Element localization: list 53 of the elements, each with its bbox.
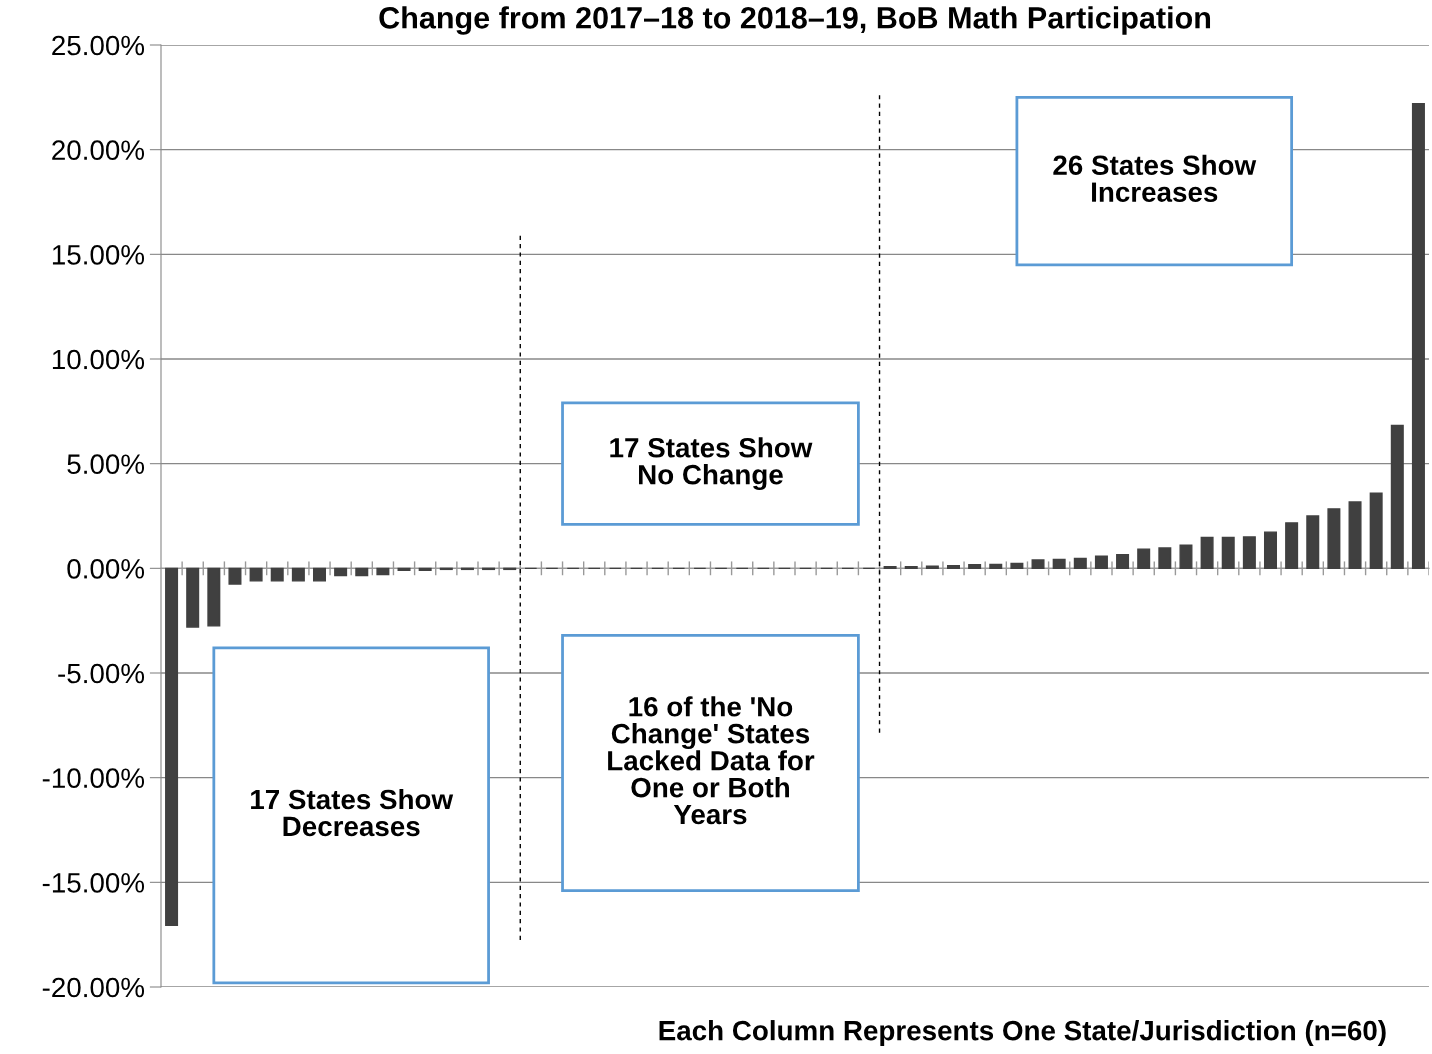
bar — [186, 567, 200, 628]
bar — [1221, 536, 1235, 570]
bar — [989, 563, 1003, 570]
bar — [1411, 102, 1425, 570]
chart-title: Change from 2017–18 to 2018–19, BoB Math Participation — [379, 6, 1211, 35]
bar — [1285, 522, 1299, 570]
bar — [207, 567, 221, 627]
bar — [1052, 558, 1066, 570]
annotation: 16 of the 'No Change' States Lacked Data for One or Both Years — [608, 696, 815, 825]
bar — [1306, 515, 1320, 570]
y-tick-label: 10.00% — [52, 349, 145, 370]
bar — [228, 567, 242, 585]
bar — [334, 567, 348, 577]
bar — [1242, 536, 1256, 570]
bar — [418, 567, 432, 572]
y-tick-label: -20.00% — [42, 977, 145, 998]
annotation: 17 States Show Decreases — [251, 788, 454, 837]
bar — [925, 565, 939, 570]
bar — [1263, 531, 1278, 570]
bar — [312, 567, 327, 582]
bar — [946, 564, 961, 570]
annotation: 26 States Show Increases — [1053, 154, 1257, 202]
bar — [249, 567, 263, 582]
bar — [397, 567, 411, 572]
bar — [1116, 554, 1130, 570]
bar — [1094, 555, 1108, 570]
bar — [270, 567, 284, 582]
bar — [968, 564, 982, 570]
bar — [1137, 548, 1151, 570]
y-tick-label: -5.00% — [58, 663, 145, 684]
x-axis-title: Each Column Represents One State/Jurisdiction (n=60) — [659, 1020, 1386, 1046]
bar — [291, 567, 305, 582]
bar — [1390, 424, 1404, 570]
bar — [355, 567, 369, 577]
y-tick-label: 0.00% — [67, 559, 145, 579]
bar — [1010, 562, 1024, 570]
y-tick-label: -15.00% — [42, 873, 145, 893]
bar — [1158, 547, 1172, 570]
y-tick-label: 25.00% — [52, 35, 145, 56]
bar — [1031, 559, 1045, 570]
bar — [1327, 508, 1341, 570]
bar — [1369, 492, 1383, 570]
bar — [376, 567, 390, 576]
y-tick-label: -10.00% — [42, 768, 145, 789]
bar — [1073, 557, 1087, 570]
y-tick-label: 20.00% — [52, 140, 145, 161]
annotation: 17 States Show No Change — [610, 437, 813, 491]
bar — [1200, 536, 1214, 570]
bar — [1348, 501, 1362, 570]
y-tick-label: 5.00% — [67, 454, 145, 475]
y-tick-label: 15.00% — [52, 245, 145, 265]
bar — [1179, 544, 1193, 570]
bar — [165, 567, 179, 926]
